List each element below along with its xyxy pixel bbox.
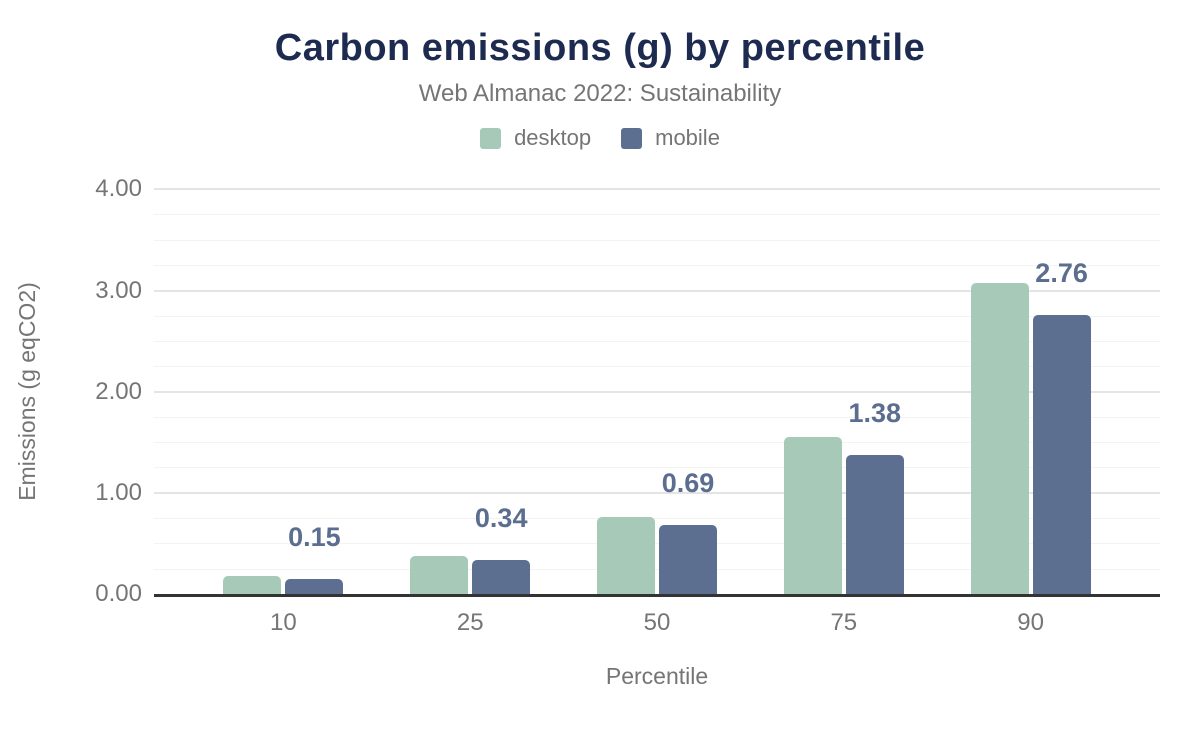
major-gridline bbox=[154, 188, 1160, 191]
minor-gridline bbox=[154, 543, 1160, 545]
bar-groups: 0.15 0.34 0.69 1.38 2.76 bbox=[154, 189, 1160, 595]
y-tick: 1.00 bbox=[95, 479, 142, 507]
bar-mobile-p50 bbox=[658, 524, 717, 595]
legend-label-desktop: desktop bbox=[514, 125, 592, 151]
x-axis-title: Percentile bbox=[605, 663, 709, 690]
chart-subtitle: Web Almanac 2022: Sustainability bbox=[418, 79, 782, 107]
chart-title: Carbon emissions (g) by percentile bbox=[274, 27, 926, 69]
minor-gridline bbox=[154, 442, 1160, 444]
bar-mobile-p10 bbox=[285, 579, 344, 595]
x-tick-25: 25 bbox=[456, 609, 484, 637]
data-label-p75: 1.38 bbox=[848, 397, 902, 428]
plot-wrap: 0.15 0.34 0.69 1.38 2.76 10 25 50 75 90 Percenti… bbox=[154, 188, 1160, 690]
bar-desktop-p10 bbox=[223, 576, 282, 595]
bar-mobile-p90 bbox=[1032, 315, 1091, 595]
bar-mobile-p75 bbox=[845, 454, 904, 595]
minor-gridline bbox=[154, 264, 1160, 266]
plot-area: 0.15 0.34 0.69 1.38 2.76 bbox=[154, 188, 1160, 598]
data-label-p10: 0.15 bbox=[288, 522, 341, 553]
legend-swatch-mobile bbox=[621, 127, 643, 149]
data-label-p50: 0.69 bbox=[661, 467, 715, 498]
minor-gridline bbox=[154, 366, 1160, 368]
minor-gridline bbox=[154, 416, 1160, 418]
minor-gridline bbox=[154, 239, 1160, 241]
bar-desktop-p90 bbox=[970, 282, 1029, 595]
legend-swatch-desktop bbox=[480, 127, 502, 149]
minor-gridline bbox=[154, 340, 1160, 342]
bar-desktop-p25 bbox=[410, 556, 469, 595]
x-tick-10: 10 bbox=[270, 609, 297, 637]
x-axis-ticks: 10 25 50 75 90 bbox=[154, 609, 1160, 637]
minor-gridline bbox=[154, 518, 1160, 520]
legend-item-mobile: mobile bbox=[621, 125, 720, 151]
bar-mobile-p25 bbox=[472, 560, 531, 595]
legend-label-mobile: mobile bbox=[655, 125, 720, 151]
major-gridline bbox=[154, 289, 1160, 292]
legend: desktop mobile bbox=[0, 125, 1200, 151]
y-axis-title: Emissions (g eqCO2) bbox=[13, 282, 40, 502]
bar-group-75: 1.38 bbox=[750, 189, 937, 595]
chart-area: Emissions (g eqCO2) 0.00 1.00 2.00 3.00 4.00… bbox=[0, 177, 1200, 690]
y-tick: 4.00 bbox=[95, 175, 142, 203]
legend-item-desktop: desktop bbox=[480, 125, 591, 151]
y-tick: 3.00 bbox=[95, 276, 142, 304]
minor-gridline bbox=[154, 568, 1160, 570]
y-tick: 2.00 bbox=[95, 377, 142, 405]
major-gridline bbox=[154, 390, 1160, 393]
x-tick-90: 90 bbox=[1017, 609, 1044, 637]
x-tick-75: 75 bbox=[830, 609, 858, 637]
data-label-p25: 0.34 bbox=[474, 503, 528, 534]
minor-gridline bbox=[154, 315, 1160, 317]
minor-gridline bbox=[154, 214, 1160, 216]
bar-group-10: 0.15 bbox=[190, 189, 377, 595]
major-gridline bbox=[154, 492, 1160, 495]
bar-desktop-p75 bbox=[783, 436, 842, 595]
y-tick: 0.00 bbox=[95, 580, 142, 608]
bar-desktop-p50 bbox=[596, 516, 655, 595]
data-label-p90: 2.76 bbox=[1035, 258, 1088, 289]
bar-group-50: 0.69 bbox=[564, 189, 751, 595]
minor-gridline bbox=[154, 467, 1160, 469]
y-axis-ticks: 0.00 1.00 2.00 3.00 4.00 bbox=[54, 177, 154, 606]
bar-group-25: 0.34 bbox=[377, 189, 564, 595]
x-tick-50: 50 bbox=[643, 609, 671, 637]
bar-group-90: 2.76 bbox=[937, 189, 1124, 595]
